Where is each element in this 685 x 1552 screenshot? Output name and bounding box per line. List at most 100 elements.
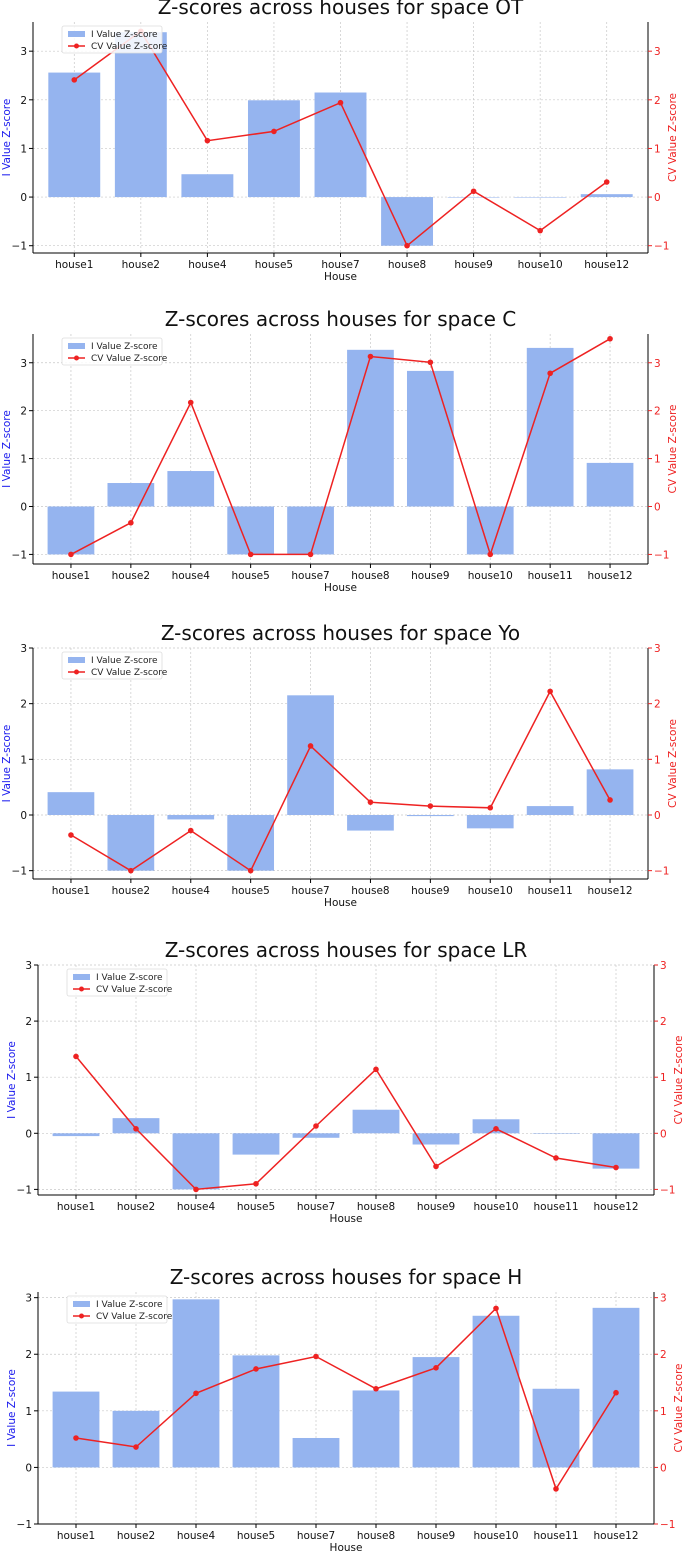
legend-bar-label: I Value Z-score [96,1300,163,1310]
legend-line-label: CV Value Z-score [96,1312,173,1322]
legend-bar-label: I Value Z-score [91,656,158,666]
bar-house10 [466,506,514,555]
right-tick-label: 3 [654,46,661,58]
legend-bar-swatch [73,1301,90,1307]
bar-house4 [167,471,215,507]
x-tick-label: house4 [188,259,227,271]
x-tick-label: house2 [122,259,160,271]
left-tick-label: 2 [20,699,27,711]
bar-house5 [232,1133,280,1155]
x-axis-label: House [330,1213,363,1225]
cv-point-house9 [427,359,434,366]
bar-house12 [586,769,634,815]
cv-point-house4 [187,399,194,406]
x-tick-label: house11 [528,570,573,582]
left-tick-label: 3 [20,358,27,370]
right-tick-label: −1 [654,866,669,878]
legend-line-label: CV Value Z-score [96,985,173,995]
cv-point-house9 [433,1365,439,1371]
x-tick-label: house12 [593,1201,638,1213]
x-tick-label: house12 [588,570,633,582]
legend-line-marker [74,43,79,49]
legend: I Value Z-score CV Value Z-score [61,25,168,54]
right-tick-label: 3 [654,358,661,370]
bar-house7 [287,695,334,815]
cv-point-house1 [73,1053,79,1060]
bar-house2 [112,1118,160,1134]
x-tick-label: house2 [117,1530,155,1542]
bar-house9 [447,197,500,198]
legend-box [61,651,163,680]
cv-value-line [70,338,611,557]
chart-title: Z-scores across houses for space H [170,1265,523,1289]
left-tick-label: 0 [20,192,27,204]
cv-point-house12 [603,179,610,185]
x-tick-label: house5 [237,1201,275,1213]
cv-point-house8 [404,242,410,249]
chart-title: Z-scores across houses for space OT [158,0,524,19]
bar-house12 [586,462,634,507]
legend-line-marker [74,355,79,361]
legend-bar-swatch [68,31,85,37]
bar-house4 [181,174,234,198]
x-tick-label: house4 [177,1530,216,1542]
bar-house1 [47,792,95,815]
bar-house7 [287,506,334,555]
legend: I Value Z-score CV Value Z-score [66,968,173,997]
chart-panel: Z-scores across houses for space LR −1 −1 0… [6,938,685,1225]
bar-house11 [526,806,574,815]
bar-house8 [381,197,434,246]
left-tick-label: 0 [20,502,27,514]
cv-point-house1 [73,1435,79,1441]
bar-house5 [232,1355,280,1468]
left-tick-label: −1 [17,1519,32,1531]
cv-point-house12 [613,1389,619,1396]
left-tick-label: 1 [25,1406,32,1418]
legend-line-marker [79,986,84,992]
right-tick-label: 2 [654,699,661,711]
right-tick-label: 0 [660,1128,667,1140]
cv-point-house4 [193,1186,199,1193]
cv-value-line [75,1055,617,1191]
left-tick-label: −1 [17,1184,32,1196]
bar-house9 [412,1357,460,1468]
x-tick-label: house7 [297,1530,335,1542]
left-tick-label: 3 [25,1293,32,1305]
left-tick-label: 3 [20,643,27,655]
x-tick-label: house11 [533,1201,578,1213]
left-tick-label: 3 [25,960,32,972]
x-tick-label: house8 [351,885,389,897]
cv-point-house1 [68,832,74,838]
cv-point-house2 [133,1126,139,1132]
cv-point-house10 [537,227,543,234]
chart-title: Z-scores across houses for space Yo [161,621,520,645]
x-tick-label: house2 [112,885,150,897]
x-tick-label: house9 [411,885,449,897]
cv-point-house7 [307,743,314,749]
left-tick-label: 2 [25,1349,32,1361]
left-tick-label: 2 [20,406,27,418]
x-tick-label: house12 [593,1530,638,1542]
right-tick-label: 3 [654,643,661,655]
x-tick-label: house11 [528,885,573,897]
bar-house8 [347,349,394,507]
chart-title: Z-scores across houses for space LR [165,938,528,962]
left-tick-label: 1 [25,1072,32,1084]
bar-house7 [292,1437,340,1468]
right-tick-label: 0 [654,810,661,822]
x-tick-label: house5 [231,570,269,582]
right-tick-label: 2 [660,1016,667,1028]
bar-house9 [412,1133,460,1145]
bar-house11 [532,1388,580,1468]
left-y-axis-label: I Value Z-score [6,1041,18,1119]
legend-line-marker [74,669,79,675]
bar-house8 [352,1390,400,1468]
x-axis-label: House [330,1542,363,1552]
left-tick-label: 1 [20,754,27,766]
cv-point-house8 [373,1066,379,1073]
legend-box [61,25,163,54]
cv-point-house12 [607,335,613,342]
left-tick-label: 1 [20,454,27,466]
chart-panel: Z-scores across houses for space OT −1 −1 0… [1,0,679,283]
